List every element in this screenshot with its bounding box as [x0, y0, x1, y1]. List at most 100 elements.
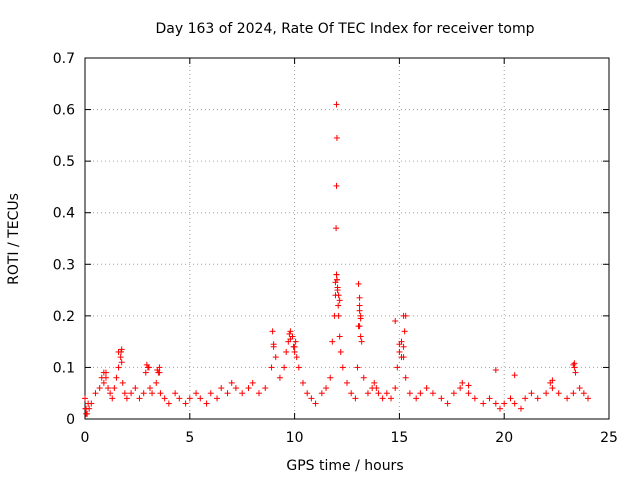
data-point	[239, 390, 246, 397]
data-point	[286, 330, 293, 337]
data-point	[357, 315, 364, 322]
data-point	[96, 385, 103, 392]
data-point	[145, 364, 152, 371]
data-point	[100, 369, 107, 376]
grid-lines	[85, 58, 609, 419]
data-point	[528, 390, 535, 397]
data-point	[136, 395, 143, 402]
data-point	[156, 369, 163, 376]
x-tick-label: 10	[286, 430, 304, 446]
data-point	[83, 410, 90, 417]
data-point	[224, 390, 231, 397]
data-point	[207, 390, 214, 397]
data-point	[417, 390, 424, 397]
data-point	[107, 390, 114, 397]
data-point	[555, 390, 562, 397]
data-point	[182, 400, 189, 407]
data-point	[396, 348, 403, 355]
data-point	[333, 276, 340, 283]
data-point	[429, 390, 436, 397]
data-point	[149, 390, 156, 397]
data-point	[471, 395, 478, 402]
y-tick-labels: 0 0.1 0.2 0.3 0.4 0.5 0.6 0.7	[53, 51, 75, 428]
y-tick-label: 0.3	[53, 257, 75, 273]
data-point	[142, 369, 149, 376]
data-point	[128, 390, 135, 397]
data-point	[334, 284, 341, 291]
data-point	[501, 400, 508, 407]
data-point	[287, 336, 294, 343]
data-point	[580, 390, 587, 397]
data-point	[270, 341, 277, 348]
data-point	[109, 395, 116, 402]
data-point	[356, 323, 363, 330]
data-point	[396, 341, 403, 348]
x-tick-label: 5	[185, 430, 194, 446]
data-point	[549, 385, 556, 392]
data-point	[249, 379, 256, 386]
data-point	[186, 395, 193, 402]
data-point	[401, 328, 408, 335]
data-point	[517, 405, 524, 412]
data-point	[457, 385, 464, 392]
data-point	[348, 390, 355, 397]
data-point	[465, 382, 472, 389]
data-point	[465, 390, 472, 397]
data-point	[299, 379, 306, 386]
data-point	[276, 374, 283, 381]
data-point	[268, 364, 275, 371]
data-point	[118, 359, 125, 366]
data-point	[438, 395, 445, 402]
data-point	[333, 182, 340, 189]
data-point	[383, 390, 390, 397]
data-point	[281, 364, 288, 371]
x-tick-label: 15	[390, 430, 408, 446]
data-point	[161, 395, 168, 402]
data-point	[228, 379, 235, 386]
data-point	[176, 395, 183, 402]
data-point	[486, 395, 493, 402]
x-tick-label: 25	[600, 430, 618, 446]
data-point	[333, 271, 340, 278]
data-point	[193, 390, 200, 397]
data-point	[140, 390, 147, 397]
plot-frame	[84, 57, 610, 420]
data-point	[172, 390, 179, 397]
data-point	[459, 379, 466, 386]
data-point	[344, 379, 350, 386]
data-point	[332, 279, 339, 286]
data-point	[373, 385, 380, 392]
data-point	[398, 354, 405, 361]
y-axis-label: ROTI / TECUs	[6, 193, 22, 285]
data-point	[406, 390, 413, 397]
data-point	[339, 364, 346, 371]
x-tick-label: 20	[495, 430, 513, 446]
data-point	[352, 395, 359, 402]
data-point	[480, 400, 487, 407]
data-point	[293, 354, 300, 361]
data-point	[333, 101, 340, 108]
data-point	[308, 395, 315, 402]
data-point	[153, 379, 160, 386]
data-point	[335, 292, 342, 299]
data-point	[522, 395, 529, 402]
data-point	[379, 395, 386, 402]
y-tick-label: 0.2	[53, 309, 75, 325]
data-point	[115, 348, 122, 355]
data-point	[543, 390, 550, 397]
data-point	[507, 395, 514, 402]
data-point	[323, 385, 330, 392]
data-point	[105, 385, 112, 392]
data-point	[132, 385, 139, 392]
data-point	[102, 374, 109, 381]
data-point	[388, 395, 395, 402]
x-tick-label: 0	[81, 430, 90, 446]
data-point	[232, 385, 239, 392]
data-point	[123, 395, 130, 402]
y-tick-label: 0.4	[53, 206, 75, 222]
data-point	[492, 400, 499, 407]
data-point	[402, 312, 409, 319]
data-point	[576, 385, 583, 392]
data-point	[413, 395, 420, 402]
